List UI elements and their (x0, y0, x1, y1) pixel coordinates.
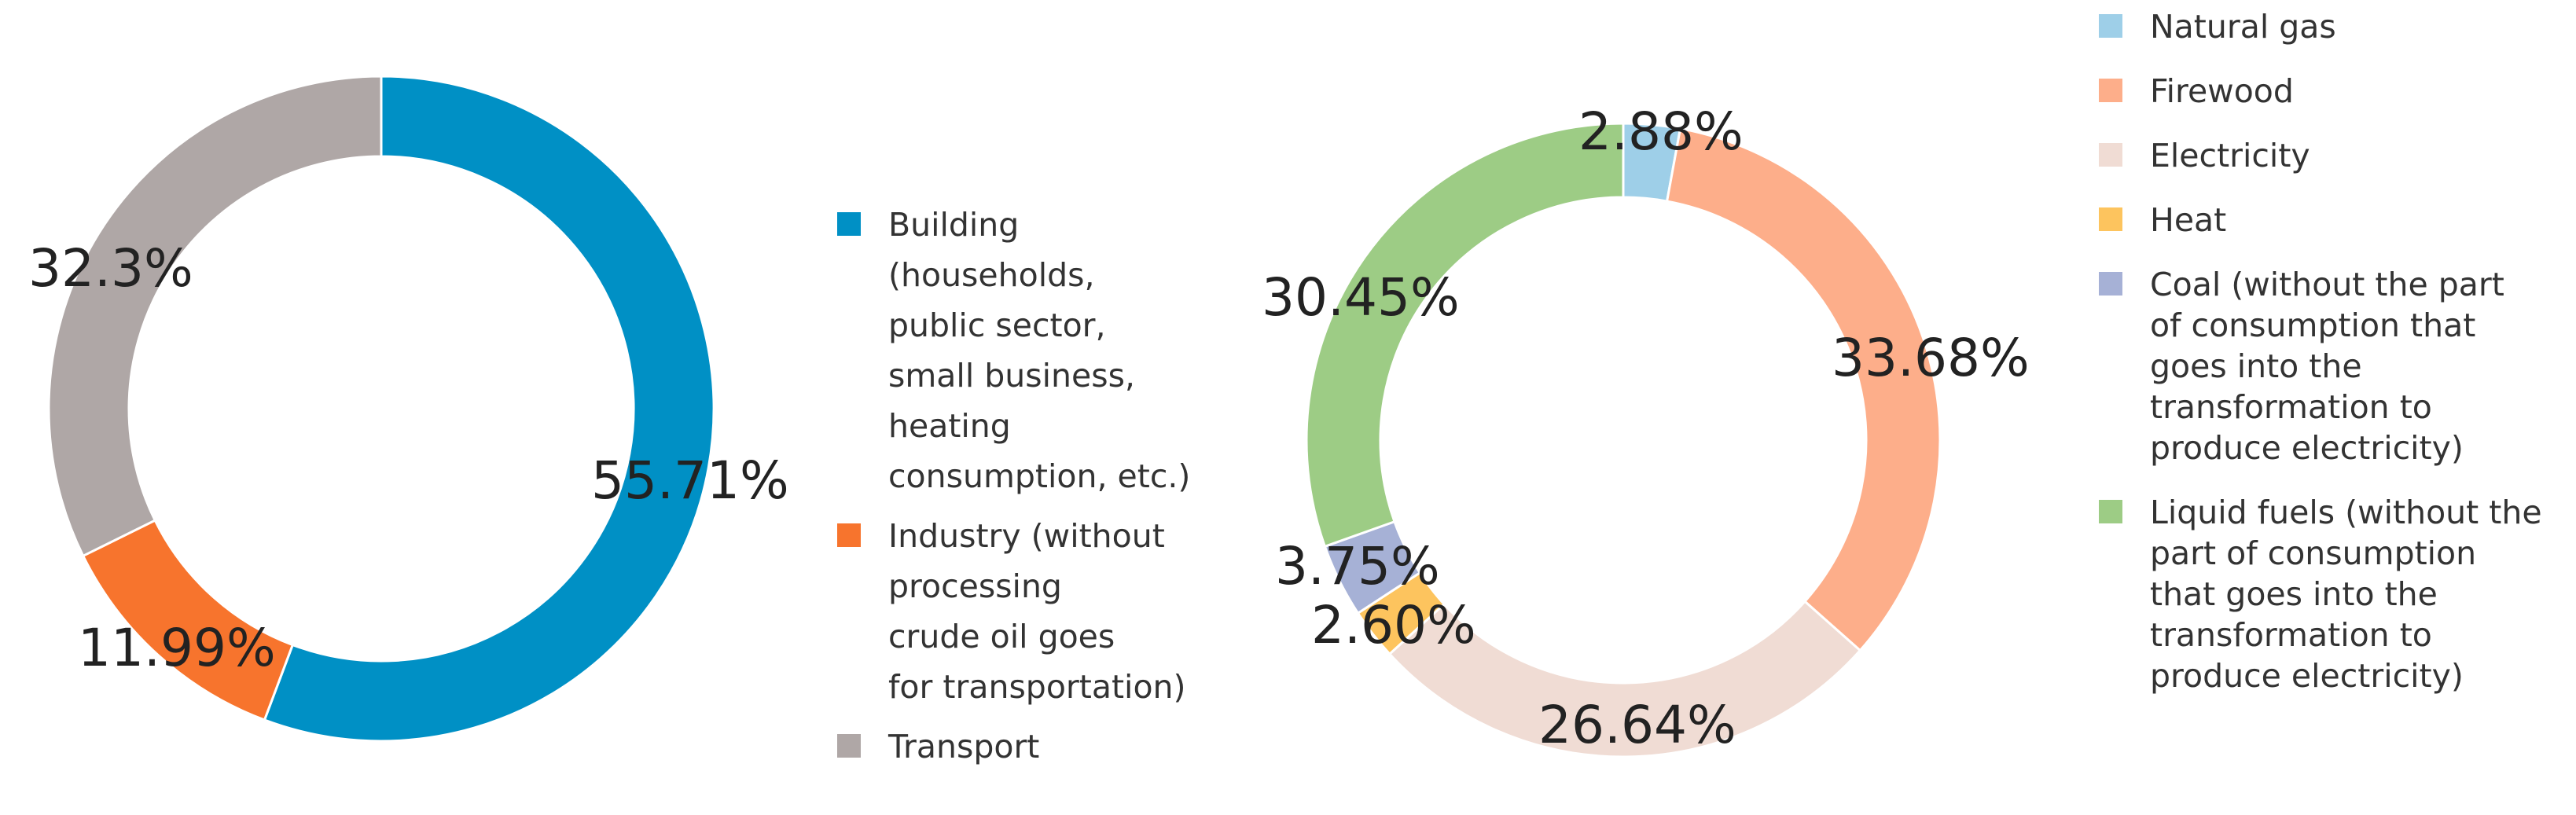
legend-swatch (837, 734, 861, 758)
legend-item-industry: Industry (without processing crude oil goe… (837, 517, 1186, 706)
value-label-industry: 11.99% (78, 618, 276, 678)
legend-item-liquid-fuels: Liquid fuels (without the part of consump… (2099, 494, 2542, 695)
donut-chart-2: 2.88% 33.68% 26.64% 2.60%3.75% 30.45% (1262, 101, 2030, 758)
legend-swatch (2099, 272, 2122, 296)
value-label-building: 55.71% (591, 450, 789, 511)
legend-item-natural-gas: Natural gas (2099, 8, 2336, 46)
legend-label: Natural gas (2150, 8, 2336, 46)
slice-electricity (1387, 600, 1862, 758)
legend-swatch (837, 212, 861, 236)
legend-label: Firewood (2150, 72, 2294, 110)
legend-item-building: Building (households, public sector, small … (837, 206, 1190, 495)
value-label-electricity: 26.64% (1538, 695, 1736, 755)
value-label-natural-gas: 2.88% (1578, 101, 1744, 162)
legend-label: Building (households, public sector, small … (888, 206, 1190, 495)
legend-item-coal: Coal (without the part of consumption tha… (2099, 266, 2504, 467)
legend-1: Building (households, public sector, small … (837, 206, 1190, 765)
value-label-heat: 2.60% (1311, 595, 1476, 655)
slice-firewood (1665, 127, 1942, 652)
legend-label: Transport (887, 728, 1039, 765)
value-label-firewood: 33.68% (1832, 328, 2030, 388)
legend-item-transport: Transport (837, 728, 1039, 765)
legend-label: Electricity (2150, 137, 2310, 174)
legend-item-firewood: Firewood (2099, 72, 2294, 110)
legend-swatch (837, 523, 861, 547)
legend-label: Heat (2150, 201, 2226, 239)
slice-building (263, 75, 715, 743)
value-label-coal: 3.75% (1275, 536, 1440, 597)
donut-chart-1: 55.71% 11.99% 32.3% (28, 75, 789, 743)
legend-2: Natural gas Firewood Electricity Heat Coal (… (2099, 8, 2542, 695)
legend-swatch (2099, 500, 2122, 523)
legend-swatch (2099, 207, 2122, 231)
slice-transport (47, 75, 383, 558)
value-label-liquid-fuels: 30.45% (1262, 267, 1460, 328)
legend-swatch (2099, 143, 2122, 167)
slice-liquid-fuels (1305, 122, 1625, 549)
legend-label: Industry (without processing crude oil goe… (888, 517, 1186, 706)
legend-label: Coal (without the part of consumption tha… (2150, 266, 2504, 467)
legend-item-electricity: Electricity (2099, 137, 2310, 174)
legend-swatch (2099, 79, 2122, 102)
value-label-transport: 32.3% (28, 238, 193, 299)
legend-item-heat: Heat (2099, 201, 2226, 239)
legend-label: Liquid fuels (without the part of consump… (2150, 494, 2542, 695)
legend-swatch (2099, 14, 2122, 38)
